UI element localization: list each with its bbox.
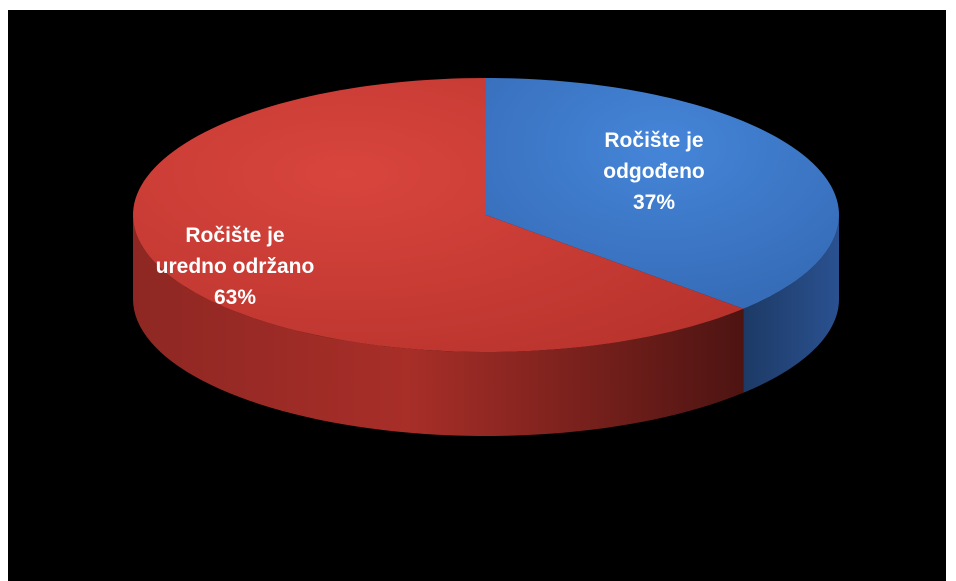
pie-tops: [133, 78, 839, 352]
slice-name-line: odgođeno: [603, 160, 704, 183]
slice-name-line: Ročište je: [185, 224, 284, 247]
slice-value-label: 63%: [214, 286, 256, 309]
slice-label-odgodeno: Ročište je odgođeno 37%: [603, 129, 704, 214]
slice-name-line: Ročište je: [604, 129, 703, 152]
pie-slice-odgodeno: [486, 78, 839, 309]
pie-labels: Ročište je odgođeno 37% Ročište je uredno od…: [156, 129, 705, 309]
pie-sides: [133, 215, 839, 436]
pie-side-odrzano: [133, 215, 744, 436]
slice-label-odrzano: Ročište je uredno održano 63%: [156, 224, 315, 309]
pie-side-odgodeno: [743, 215, 839, 393]
slice-value-label: 37%: [633, 191, 675, 214]
chart-frame: Ročište je odgođeno 37% Ročište je uredno od…: [8, 10, 946, 581]
pie-chart: Ročište je odgođeno 37% Ročište je uredno od…: [133, 78, 839, 436]
pie-slice-odrzano: [133, 78, 744, 352]
slice-name-line: uredno održano: [156, 255, 315, 278]
